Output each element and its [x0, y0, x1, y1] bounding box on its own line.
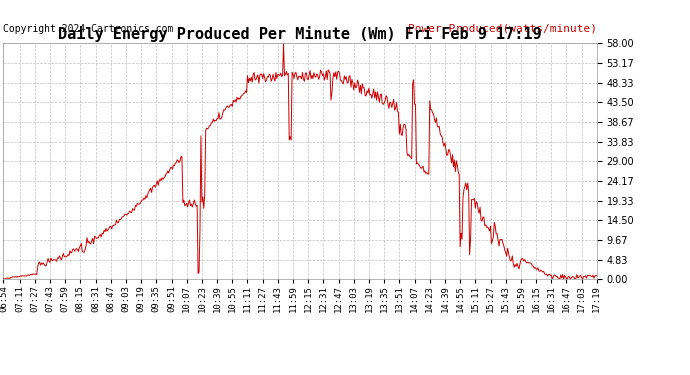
Text: Power Produced(watts/minute): Power Produced(watts/minute) [408, 24, 597, 34]
Title: Daily Energy Produced Per Minute (Wm) Fri Feb 9 17:19: Daily Energy Produced Per Minute (Wm) Fr… [59, 26, 542, 42]
Text: Copyright 2024 Cartronics.com: Copyright 2024 Cartronics.com [3, 24, 174, 34]
